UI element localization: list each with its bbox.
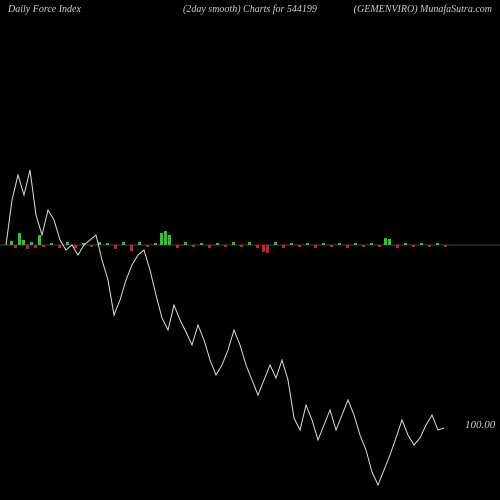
- force-bar: [176, 245, 179, 248]
- force-bar: [232, 242, 235, 245]
- force-bar: [114, 245, 117, 249]
- chart-area: 100.00: [0, 20, 500, 500]
- header-title-right: (GEMENVIRO) MunafaSutra.com: [331, 4, 492, 15]
- force-bar: [330, 245, 333, 247]
- force-bar: [224, 245, 227, 247]
- force-bar: [26, 245, 29, 249]
- force-bar: [444, 245, 447, 247]
- force-bar: [74, 245, 77, 248]
- force-bar: [384, 238, 387, 245]
- force-bar: [248, 242, 251, 245]
- force-bar: [420, 243, 423, 245]
- force-bar: [10, 241, 13, 245]
- force-bar: [240, 245, 243, 247]
- force-bar: [22, 240, 25, 245]
- y-axis-label: 100.00: [465, 419, 496, 431]
- force-bar: [90, 245, 93, 247]
- force-bar: [274, 242, 277, 245]
- force-bar: [184, 242, 187, 245]
- force-bar: [154, 243, 157, 245]
- price-chart: 100.00: [0, 20, 500, 500]
- force-bar: [290, 243, 293, 245]
- force-bar: [216, 243, 219, 245]
- force-bar: [168, 235, 171, 245]
- price-line: [6, 170, 444, 485]
- force-bar: [42, 245, 45, 247]
- force-bar: [146, 245, 149, 247]
- force-bar: [322, 243, 325, 245]
- force-bar: [436, 243, 439, 245]
- force-bar: [106, 243, 109, 245]
- force-bar: [14, 245, 17, 248]
- force-bar: [256, 245, 259, 248]
- force-bar: [208, 245, 211, 248]
- force-bar: [18, 233, 21, 245]
- force-bar: [428, 245, 431, 247]
- force-bar: [298, 245, 301, 247]
- force-bar: [314, 245, 317, 248]
- force-bar: [338, 243, 341, 245]
- force-bar: [66, 242, 69, 245]
- force-bar: [58, 245, 61, 248]
- force-bar: [370, 243, 373, 245]
- force-bar: [30, 242, 33, 245]
- force-bar: [262, 245, 265, 252]
- force-bar: [164, 231, 167, 245]
- chart-header: Daily Force Index (2day smooth) Charts f…: [0, 4, 500, 15]
- force-bar: [130, 245, 133, 251]
- force-bar: [388, 239, 391, 245]
- force-bar: [362, 245, 365, 247]
- force-bar: [266, 245, 269, 253]
- force-bar: [160, 233, 163, 245]
- force-bar: [306, 243, 309, 245]
- force-bar: [346, 245, 349, 248]
- force-bar: [282, 245, 285, 248]
- force-bar: [138, 242, 141, 245]
- force-bar: [38, 235, 41, 245]
- force-bar: [192, 245, 195, 247]
- force-bar: [122, 242, 125, 245]
- force-bar: [354, 243, 357, 245]
- force-bar: [396, 245, 399, 248]
- force-bar: [378, 245, 381, 247]
- force-bar: [412, 245, 415, 247]
- force-bar: [200, 243, 203, 245]
- force-bar: [34, 245, 37, 248]
- header-title-mid: (2day smooth) Charts for 544199: [169, 4, 330, 15]
- header-title-left: Daily Force Index: [8, 4, 169, 15]
- force-bar: [50, 243, 53, 245]
- force-bar: [404, 243, 407, 245]
